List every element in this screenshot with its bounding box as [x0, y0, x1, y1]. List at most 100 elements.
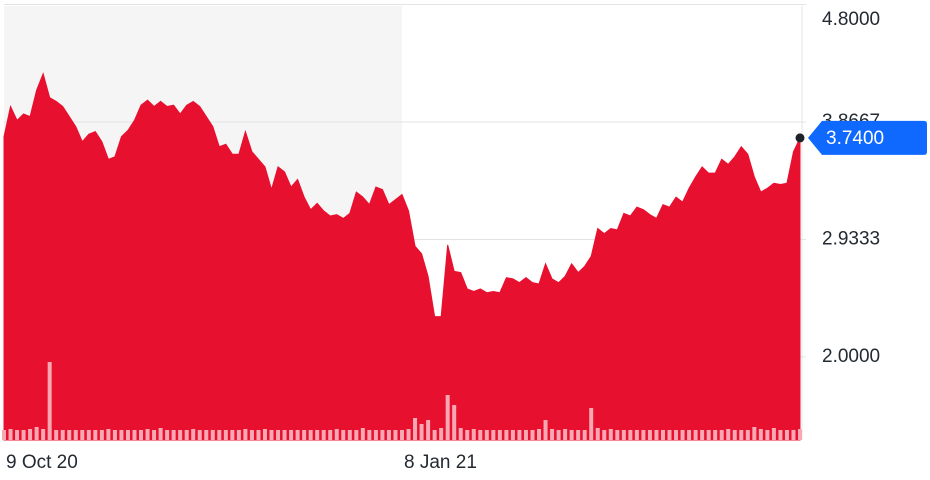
volume-bar	[791, 430, 796, 440]
volume-bar	[276, 430, 281, 440]
volume-bar	[54, 430, 59, 440]
volume-bar	[204, 430, 209, 440]
volume-bar	[497, 430, 502, 440]
volume-bar	[334, 429, 339, 440]
volume-bar	[386, 430, 391, 440]
volume-bar	[295, 430, 300, 440]
volume-bar	[752, 427, 757, 440]
volume-bar	[595, 428, 600, 440]
volume-bar	[28, 429, 33, 440]
volume-bar	[634, 430, 639, 440]
volume-bar	[321, 430, 326, 440]
volume-bar	[145, 429, 150, 440]
volume-bar	[243, 429, 248, 440]
volume-bar	[426, 420, 431, 440]
volume-bar	[302, 430, 307, 440]
y-tick-label: 4.8000	[822, 9, 880, 30]
volume-bar	[471, 429, 476, 440]
volume-bar	[647, 430, 652, 440]
volume-bar	[784, 430, 789, 440]
volume-bar	[543, 420, 548, 440]
volume-bar	[621, 430, 626, 440]
volume-bar	[197, 430, 202, 440]
volume-bar	[354, 430, 359, 440]
volume-bar	[2, 430, 6, 440]
volume-bar	[165, 430, 170, 440]
y-tick-label: 2.0000	[822, 346, 880, 367]
volume-bar	[550, 429, 555, 440]
volume-bar	[80, 430, 85, 440]
volume-bar	[660, 430, 665, 440]
x-tick-label: 8 Jan 21	[404, 452, 477, 473]
current-price-tag	[808, 120, 927, 155]
volume-bar	[15, 430, 20, 440]
volume-bar	[465, 430, 470, 440]
volume-bar	[510, 430, 515, 440]
volume-bar	[171, 430, 176, 440]
volume-bar	[758, 429, 763, 440]
volume-bar	[445, 395, 450, 440]
volume-bar	[158, 428, 163, 440]
volume-bar	[249, 430, 254, 440]
volume-bar	[73, 430, 78, 440]
volume-bar	[152, 430, 157, 440]
current-price-label: 3.7400	[826, 128, 884, 149]
volume-bar	[132, 430, 137, 440]
volume-bar	[373, 430, 378, 440]
volume-bar	[432, 430, 437, 440]
volume-bar	[798, 429, 802, 440]
volume-bar	[537, 429, 542, 440]
volume-bar	[406, 429, 411, 440]
y-tick-label: 2.9333	[822, 228, 880, 249]
volume-bar	[230, 430, 235, 440]
volume-bar	[687, 430, 692, 440]
volume-bar	[582, 430, 587, 440]
volume-bar	[765, 430, 770, 440]
volume-bar	[413, 418, 418, 440]
volume-bar	[8, 429, 13, 440]
volume-bar	[556, 430, 561, 440]
volume-bar	[210, 430, 215, 440]
volume-bar	[341, 430, 346, 440]
volume-bar	[576, 430, 581, 440]
volume-bar	[236, 430, 241, 440]
volume-bar	[680, 430, 685, 440]
volume-bar	[517, 430, 522, 440]
volume-bar	[641, 430, 646, 440]
volume-bar	[178, 430, 183, 440]
volume-bar	[315, 430, 320, 440]
volume-bar	[217, 430, 222, 440]
volume-bar	[86, 430, 91, 440]
volume-bar	[93, 430, 98, 440]
volume-bar	[256, 430, 261, 440]
volume-bar	[106, 429, 111, 440]
volume-bar	[119, 430, 124, 440]
current-price-dot	[795, 133, 805, 143]
volume-bar	[112, 430, 117, 440]
volume-bar	[563, 429, 568, 440]
volume-bar	[191, 429, 196, 440]
volume-bar	[615, 430, 620, 440]
volume-bar	[589, 408, 594, 440]
volume-bar	[693, 430, 698, 440]
volume-bar	[67, 430, 72, 440]
volume-bar	[308, 430, 313, 440]
volume-bar	[628, 430, 633, 440]
volume-bar	[569, 430, 574, 440]
x-tick-label: 9 Oct 20	[6, 452, 78, 473]
volume-bar	[732, 430, 737, 440]
volume-bar	[504, 430, 509, 440]
volume-bar	[99, 430, 104, 440]
price-area	[3, 72, 801, 441]
volume-bar	[184, 430, 189, 440]
volume-bar	[393, 430, 398, 440]
volume-bar	[400, 430, 404, 440]
volume-bar	[328, 430, 333, 440]
volume-bar	[778, 430, 783, 440]
volume-bar	[484, 430, 489, 440]
volume-bar	[491, 430, 496, 440]
volume-bar	[347, 430, 352, 440]
volume-bar	[478, 430, 483, 440]
volume-bar	[739, 430, 744, 440]
